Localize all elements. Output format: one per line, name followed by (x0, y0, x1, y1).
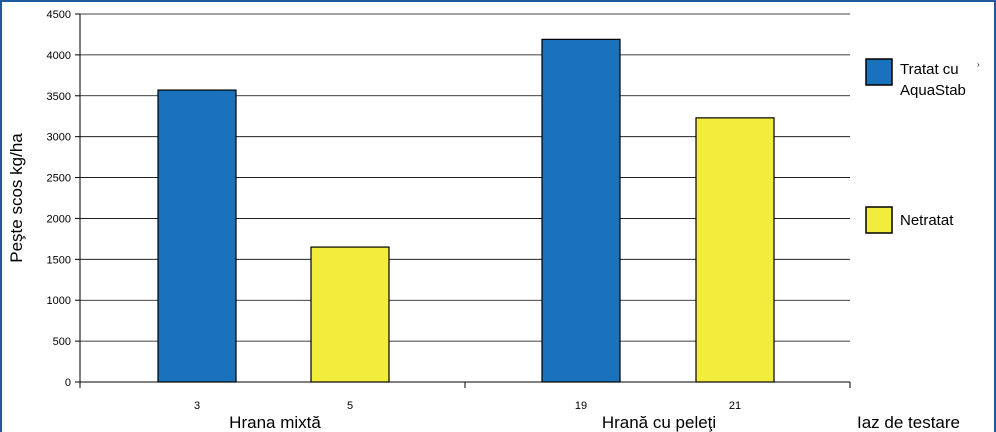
x-axis-ticks: 3 5 19 21 (79, 382, 851, 412)
legend: Tratat cu › AquaStab Netratat (865, 58, 980, 234)
y-tick-label: 4500 (47, 9, 71, 21)
bar-pond-5 (310, 246, 390, 383)
y-tick-label: 3000 (47, 132, 71, 144)
y-tick-label: 1500 (47, 254, 71, 266)
y-tick-label: 1000 (47, 295, 71, 307)
legend-swatch-untreated (865, 206, 893, 234)
bar-pond-21 (695, 117, 775, 383)
x-tick-label: 19 (575, 400, 587, 412)
legend-label-treated-line2: AquaStab (900, 82, 966, 99)
legend-label-treated-line1: Tratat cu (900, 61, 959, 78)
y-axis-label: Peşte scos kg/ha (7, 133, 26, 263)
legend-label-treated-mark: › (977, 60, 980, 69)
bar-pond-19 (541, 38, 621, 383)
x-axis-label: Iaz de testare (857, 413, 960, 432)
y-tick-label: 4000 (47, 50, 71, 62)
x-tick-label: 5 (347, 400, 353, 412)
bar-pond-3 (157, 89, 237, 383)
y-axis-ticks: 0 500 1000 1500 2000 2500 3000 3500 4000 4500 (47, 9, 80, 389)
x-tick-label: 21 (729, 400, 741, 412)
y-tick-label: 3500 (47, 91, 71, 103)
group-label-pellet-feed: Hrană cu peleţi (602, 413, 716, 432)
y-tick-label: 0 (65, 377, 71, 389)
bars (157, 38, 775, 383)
y-tick-label: 500 (53, 336, 71, 348)
x-tick-label: 3 (194, 400, 200, 412)
legend-swatch-treated (865, 58, 893, 86)
group-label-mixed-feed: Hrana mixtă (229, 413, 321, 432)
y-tick-label: 2000 (47, 213, 71, 225)
y-tick-label: 2500 (47, 173, 71, 185)
legend-label-untreated: Netratat (900, 212, 954, 229)
